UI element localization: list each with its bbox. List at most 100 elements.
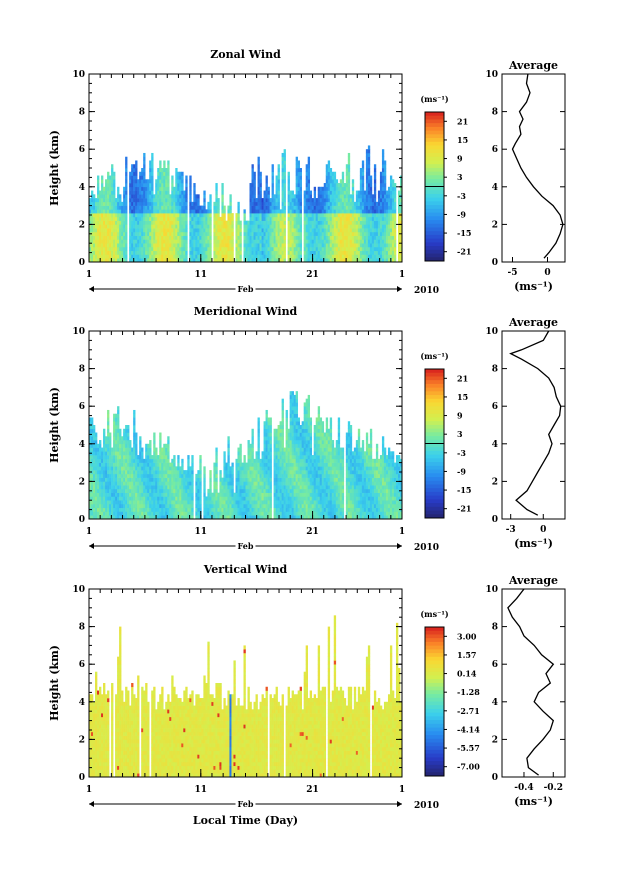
colorbar-band bbox=[425, 242, 444, 247]
colorbar-band bbox=[425, 179, 444, 184]
colorbar-band bbox=[425, 686, 444, 691]
average-title: Average bbox=[508, 574, 558, 587]
colorbar-band bbox=[425, 630, 444, 635]
colorbar-band bbox=[425, 160, 444, 165]
average-profile-line bbox=[509, 330, 562, 516]
colorbar-tick-label: 15 bbox=[457, 135, 468, 145]
average-profile-line bbox=[511, 73, 564, 259]
colorbar: (ms⁻¹) 21 15 9 3 -3 -9 -15 -21 bbox=[420, 351, 471, 519]
colorbar-band bbox=[425, 231, 444, 236]
y-tick-label: 6 bbox=[79, 660, 85, 670]
y-tick-label: 8 bbox=[79, 365, 85, 375]
colorbar-band bbox=[425, 246, 444, 251]
colorbar-band bbox=[425, 369, 444, 374]
x-axis-label: Local Time (Day) bbox=[193, 814, 298, 827]
colorbar-band bbox=[425, 398, 444, 403]
colorbar-tick-label: -15 bbox=[457, 228, 471, 238]
colorbar-tick-label: 15 bbox=[457, 392, 468, 402]
colorbar-tick-label: 3 bbox=[457, 429, 463, 439]
average-y-tick-label: 8 bbox=[492, 623, 498, 633]
y-tick-label: 10 bbox=[72, 327, 85, 337]
colorbar-tick-label: 3.00 bbox=[457, 631, 477, 641]
month-label-bg bbox=[235, 540, 256, 551]
colorbar-band bbox=[425, 145, 444, 150]
colorbar: (ms⁻¹) 3.00 1.57 0.14 -1.28 -2.71 -4.14 -5.57 -7… bbox=[420, 609, 480, 777]
average-y-tick-label: 6 bbox=[492, 660, 498, 670]
x-tick-label: 11 bbox=[195, 785, 208, 795]
colorbar-band bbox=[425, 634, 444, 639]
colorbar-band bbox=[425, 409, 444, 415]
colorbar-band bbox=[425, 383, 444, 389]
colorbar-tick-label: 0.14 bbox=[457, 669, 477, 679]
x-tick-label: 1 bbox=[399, 785, 405, 795]
colorbar-band bbox=[425, 727, 444, 732]
average-x-tick-label: -5 bbox=[508, 268, 518, 278]
average-y-tick-label: 10 bbox=[485, 585, 498, 595]
colorbar-band bbox=[425, 447, 444, 452]
colorbar-tick-label: 21 bbox=[457, 116, 468, 126]
year-label: 2010 bbox=[414, 286, 439, 296]
y-tick-label: 10 bbox=[72, 70, 85, 80]
colorbar-band bbox=[425, 205, 444, 210]
average-profile-line bbox=[507, 588, 555, 776]
colorbar-band bbox=[425, 454, 444, 459]
colorbar-band bbox=[425, 723, 444, 728]
colorbar-band bbox=[425, 716, 444, 721]
colorbar-band bbox=[425, 406, 444, 411]
colorbar-band bbox=[425, 503, 444, 508]
average-y-tick-label: 4 bbox=[492, 698, 498, 708]
colorbar-band bbox=[425, 216, 444, 221]
average-y-tick-label: 0 bbox=[492, 515, 498, 525]
average-panel: Average 0 2 4 6 8 10 -0.4 -0.2 (ms⁻¹) bbox=[485, 574, 566, 808]
average-y-tick-label: 10 bbox=[485, 70, 498, 80]
colorbar-band bbox=[425, 469, 444, 474]
colorbar-band bbox=[425, 112, 444, 117]
average-x-tick-label: -3 bbox=[506, 525, 516, 535]
y-tick-label: 4 bbox=[79, 698, 85, 708]
y-tick-label: 6 bbox=[79, 402, 85, 412]
colorbar-band bbox=[425, 720, 444, 725]
colorbar-band bbox=[425, 436, 444, 441]
colorbar-tick-label: -1.28 bbox=[457, 687, 480, 697]
colorbar-band bbox=[425, 682, 444, 688]
average-panel: Average 0 2 4 6 8 10 -5 0 (ms⁻¹) bbox=[485, 59, 566, 293]
heatmap-field bbox=[89, 615, 403, 778]
colorbar-tick-label: -5.57 bbox=[457, 743, 480, 753]
y-tick-label: 8 bbox=[79, 108, 85, 118]
colorbar-band bbox=[425, 757, 444, 762]
colorbar-band bbox=[425, 638, 444, 643]
x-tick-label: 1 bbox=[399, 270, 405, 280]
colorbar-tick-label: 21 bbox=[457, 373, 468, 383]
colorbar-tick-label: 9 bbox=[457, 154, 463, 164]
average-y-tick-label: 6 bbox=[492, 145, 498, 155]
colorbar-band bbox=[425, 473, 444, 478]
average-y-tick-label: 2 bbox=[492, 735, 498, 745]
colorbar-band bbox=[425, 742, 444, 747]
average-panel: Average 0 2 4 6 8 10 -3 0 (ms⁻¹) bbox=[485, 316, 566, 550]
y-axis-label: Height (km) bbox=[48, 645, 61, 721]
average-x-tick-label: -0.2 bbox=[544, 783, 563, 793]
colorbar-band bbox=[425, 462, 444, 467]
month-label: Feb bbox=[238, 284, 254, 294]
panel-title: Meridional Wind bbox=[194, 305, 298, 318]
colorbar-band bbox=[425, 510, 444, 515]
colorbar-band bbox=[425, 764, 444, 769]
colorbar-band bbox=[425, 653, 444, 658]
year-label: 2010 bbox=[414, 543, 439, 553]
average-x-label: (ms⁻¹) bbox=[514, 795, 553, 808]
year-label: 2010 bbox=[414, 801, 439, 811]
average-y-tick-label: 8 bbox=[492, 108, 498, 118]
colorbar-band bbox=[425, 768, 444, 773]
colorbar-band bbox=[425, 220, 444, 225]
colorbar-band bbox=[425, 387, 444, 392]
colorbar-band bbox=[425, 656, 444, 661]
colorbar-band bbox=[425, 402, 444, 407]
colorbar-band bbox=[425, 149, 444, 154]
colorbar-band bbox=[425, 238, 444, 243]
colorbar-tick-label: -9 bbox=[457, 466, 466, 476]
colorbar-band bbox=[425, 738, 444, 743]
average-x-tick-label: 0 bbox=[544, 268, 550, 278]
colorbar-band bbox=[425, 627, 444, 632]
colorbar-band bbox=[425, 480, 444, 485]
